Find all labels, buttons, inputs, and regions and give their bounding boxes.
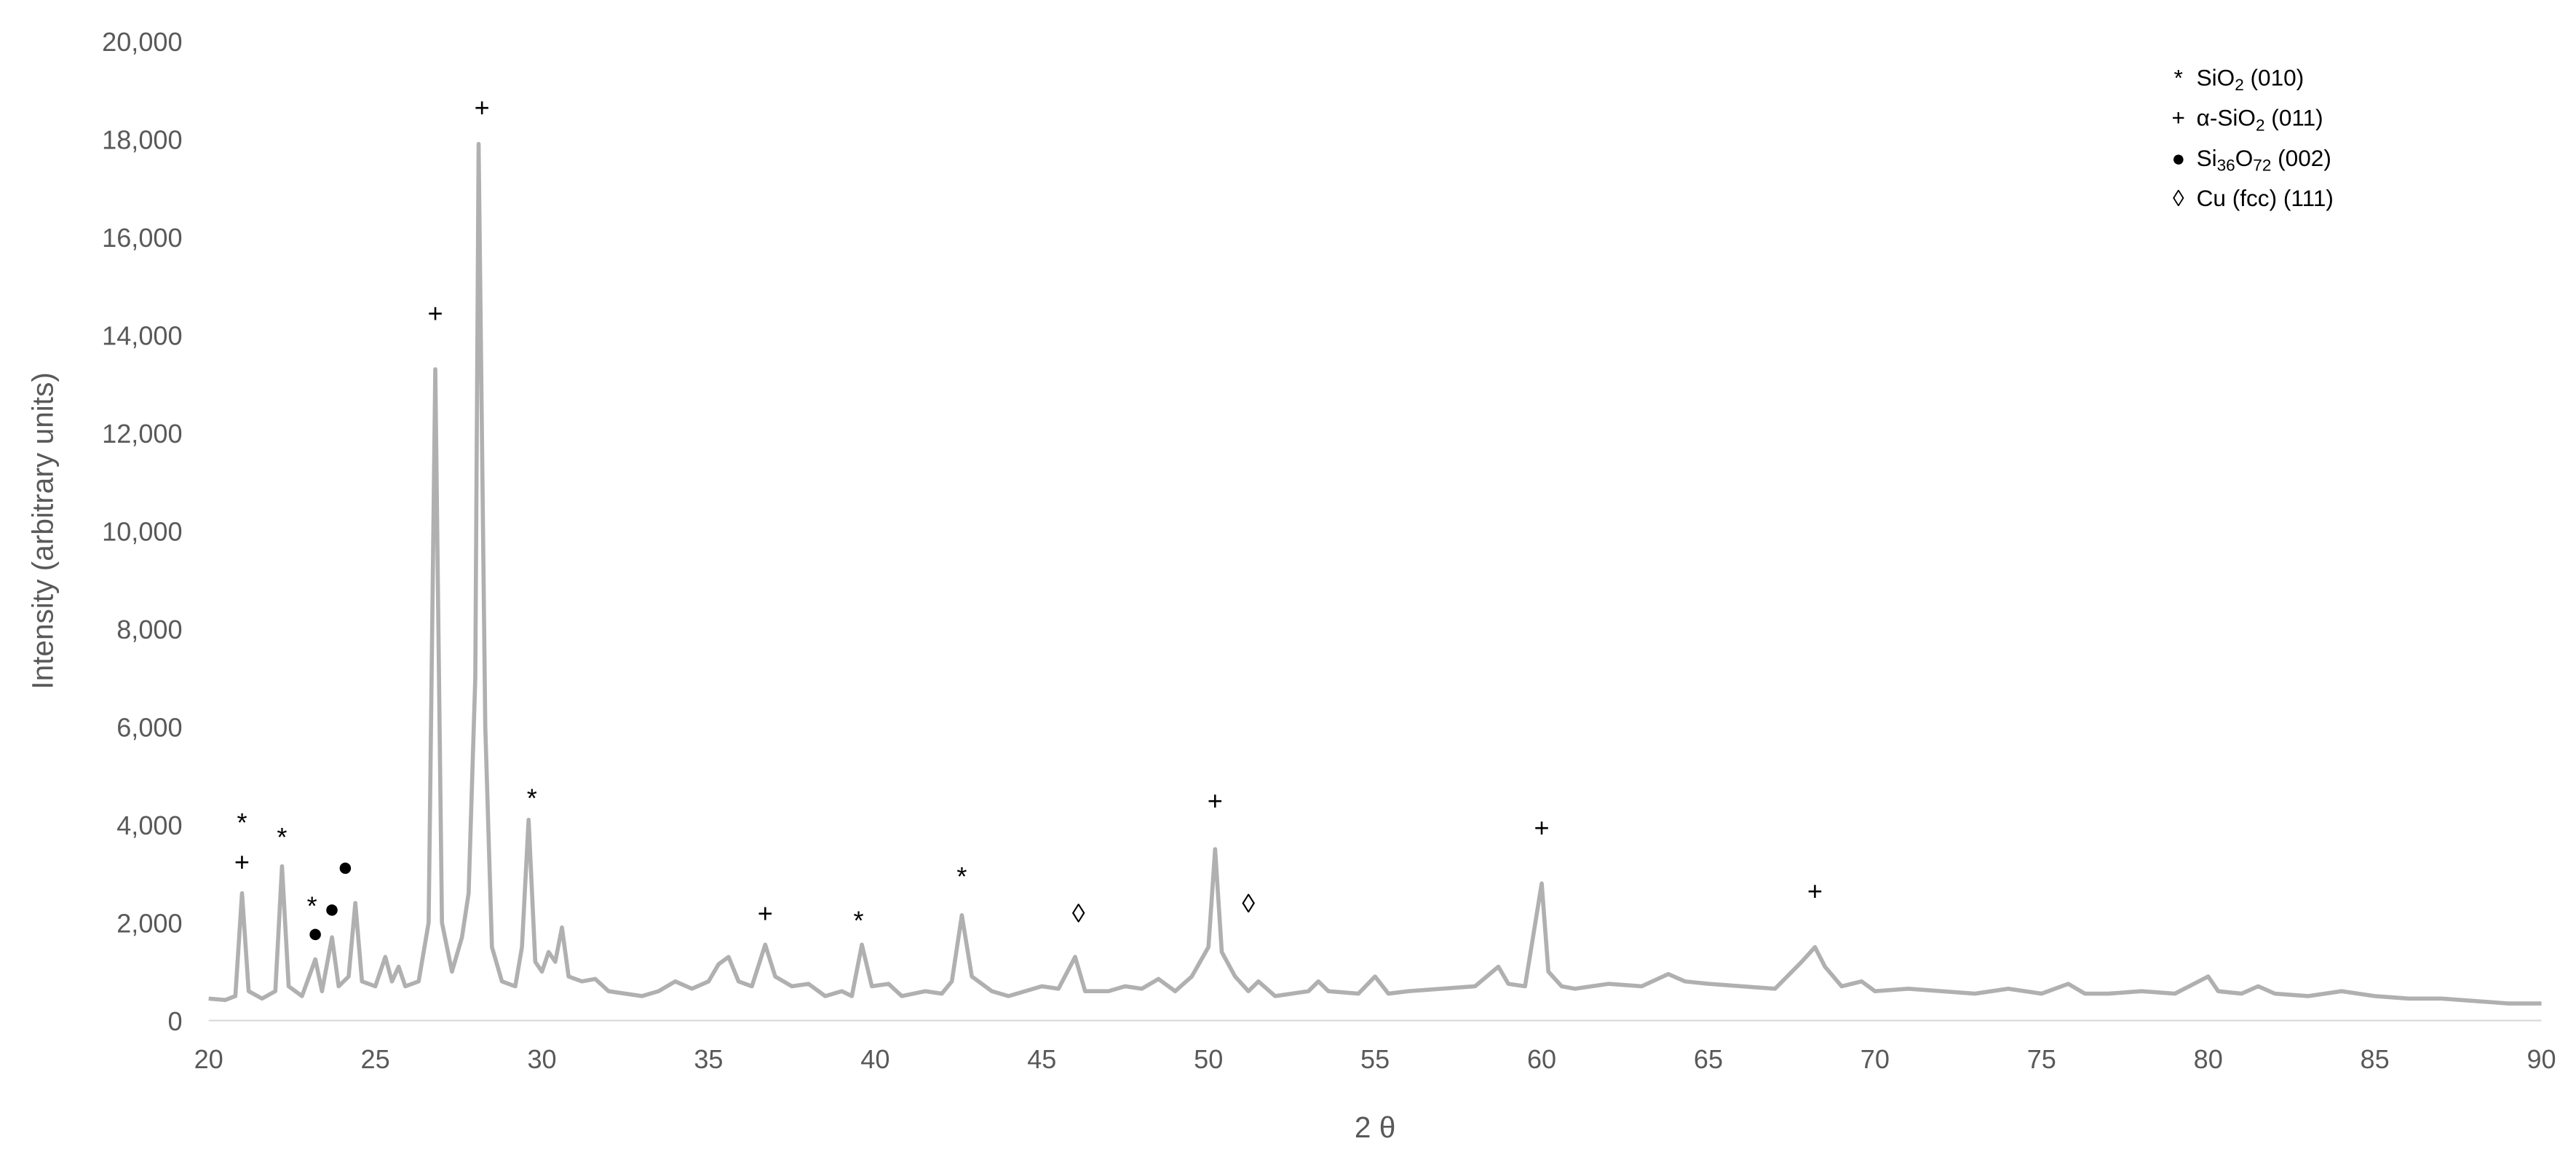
x-tick-label: 75 [2027,1044,2056,1074]
legend-text: Si [2197,145,2217,171]
x-tick-label: 85 [2361,1044,2390,1074]
legend-subscript: 72 [2253,157,2271,175]
legend-text: SiO [2197,64,2235,90]
peak-marker: * [956,861,967,891]
x-tick-label: 40 [860,1044,889,1074]
peak-marker: ◊ [1242,888,1255,918]
y-tick-label: 4,000 [116,810,182,840]
peak-marker: ● [307,918,323,947]
legend-subscript: 2 [2235,76,2244,94]
peak-marker: * [237,808,247,837]
peak-marker: + [1807,876,1823,906]
legend-subscript: 2 [2256,116,2265,134]
x-tick-label: 30 [527,1044,556,1074]
y-tick-label: 16,000 [102,223,182,253]
legend-symbol: ● [2171,145,2185,171]
y-tick-label: 0 [167,1006,182,1036]
peak-marker: + [475,92,490,122]
peak-marker: + [427,299,443,328]
x-tick-label: 80 [2194,1044,2223,1074]
peak-marker: * [853,906,863,936]
peak-marker: ● [338,852,354,882]
y-tick-label: 8,000 [116,615,182,644]
legend-symbol: * [2174,64,2183,90]
peak-marker: + [758,898,773,928]
peak-marker: * [307,891,317,920]
x-axis-label: 2 θ [1355,1110,1395,1144]
peak-marker: * [277,822,287,852]
y-tick-label: 10,000 [102,517,182,547]
legend-label: SiO2 (010) [2197,64,2304,94]
legend-text: Cu (fcc) (111) [2197,185,2334,211]
y-tick-label: 2,000 [116,909,182,939]
x-tick-label: 60 [1527,1044,1556,1074]
y-tick-label: 18,000 [102,125,182,154]
x-tick-label: 45 [1027,1044,1056,1074]
legend-label: Si36O72 (002) [2197,145,2331,175]
y-tick-label: 6,000 [116,713,182,743]
x-tick-label: 35 [694,1044,723,1074]
x-tick-label: 70 [1860,1044,1890,1074]
x-tick-label: 65 [1694,1044,1723,1074]
peak-marker: + [234,847,250,877]
y-tick-label: 14,000 [102,321,182,351]
legend-label: α-SiO2 (011) [2197,105,2323,135]
legend-text: (011) [2265,105,2323,131]
x-tick-label: 20 [194,1044,223,1074]
peak-marker: ◊ [1072,898,1085,928]
y-tick-label: 20,000 [102,27,182,57]
peak-marker: ● [324,893,340,923]
legend-symbol: + [2172,105,2185,131]
legend-text: (010) [2244,64,2304,90]
peak-marker: + [1208,786,1223,816]
legend-text: α-SiO [2197,105,2256,131]
x-tick-label: 50 [1194,1044,1223,1074]
peak-marker: + [1534,813,1549,843]
legend-symbol: ◊ [2173,185,2184,211]
x-tick-label: 90 [2527,1044,2556,1074]
y-tick-label: 12,000 [102,419,182,449]
data-line [208,141,2542,1006]
y-axis-label: Intensity (arbitrary units) [25,372,59,690]
legend-text: O [2235,145,2254,171]
x-tick-label: 25 [361,1044,390,1074]
x-tick-label: 55 [1360,1044,1390,1074]
legend-label: Cu (fcc) (111) [2197,185,2334,211]
legend-subscript: 36 [2217,157,2235,175]
legend-text: (002) [2271,145,2331,171]
peak-marker: * [527,783,537,813]
